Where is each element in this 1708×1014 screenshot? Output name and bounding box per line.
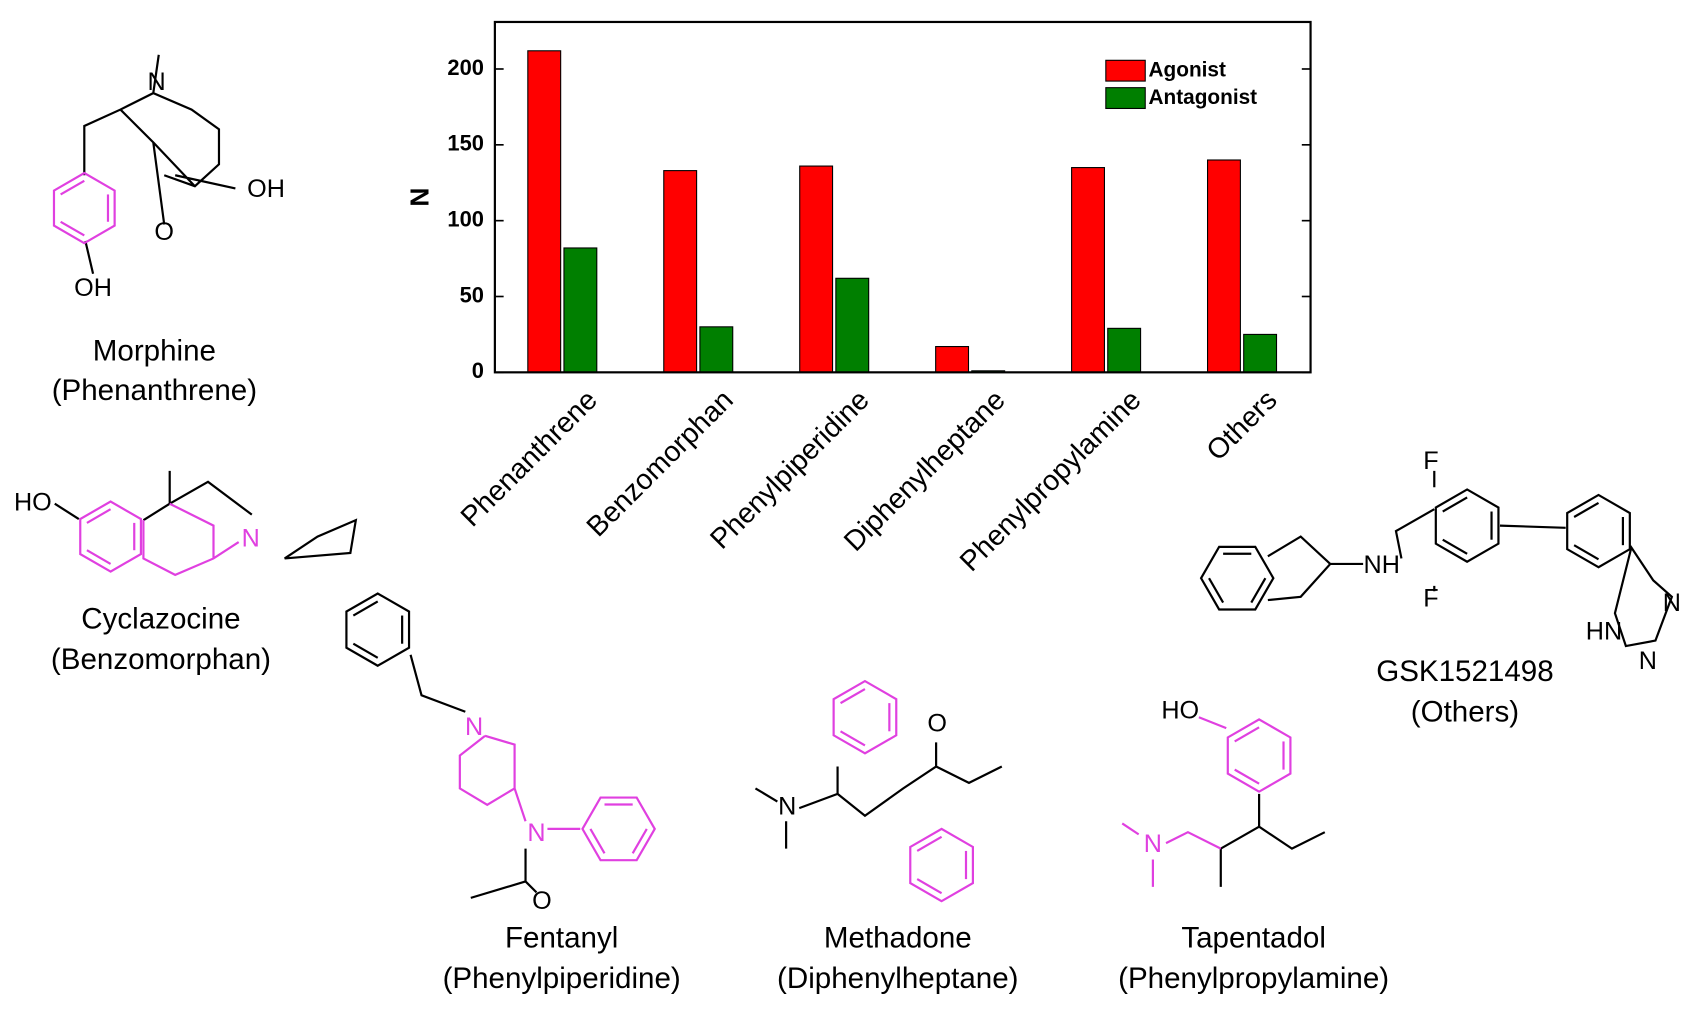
molecule-class: (Phenylpiperidine) xyxy=(443,962,681,995)
bar xyxy=(563,247,598,373)
double-bond xyxy=(60,220,85,237)
atom-label: HN xyxy=(1586,618,1622,646)
bar xyxy=(799,165,834,373)
molecule-class: (Benzomorphan) xyxy=(51,643,271,676)
ring xyxy=(52,171,116,245)
bar xyxy=(527,50,562,373)
molecule-name: Methadone xyxy=(824,921,972,954)
y-tick-label: 0 xyxy=(472,358,484,383)
double-bond xyxy=(1442,538,1468,555)
atom-label: N xyxy=(527,819,545,847)
bond xyxy=(1267,470,1674,648)
x-tick-label: Others xyxy=(1201,384,1284,467)
double-bond xyxy=(839,730,866,747)
double-bond xyxy=(839,688,866,705)
atom-label: O xyxy=(532,887,552,915)
double-bond xyxy=(916,835,943,852)
y-tick-label: 50 xyxy=(460,282,484,307)
bond xyxy=(754,742,1003,849)
double-bond xyxy=(916,878,943,895)
double-bond xyxy=(1442,496,1468,513)
bar xyxy=(1243,333,1278,373)
molecule-name: Fentanyl xyxy=(505,921,618,954)
bond xyxy=(1121,716,1227,887)
legend-swatch xyxy=(1105,87,1146,110)
ring xyxy=(909,827,974,903)
molecule-name: GSK1521498 xyxy=(1376,655,1553,688)
y-tick-label: 150 xyxy=(447,131,484,156)
legend-label: Agonist xyxy=(1149,59,1226,82)
bar xyxy=(1207,159,1241,373)
atom-label: N xyxy=(1144,830,1162,858)
bar xyxy=(835,277,870,373)
atom-label: N xyxy=(465,713,483,741)
molecule-name: Morphine xyxy=(93,334,216,367)
molecule-class: (Phenanthrene) xyxy=(52,374,257,407)
atom-label: OH xyxy=(247,175,285,203)
atom-label: NH xyxy=(1364,551,1400,579)
ring xyxy=(345,592,411,668)
ring xyxy=(1566,493,1631,569)
double-bond xyxy=(631,828,648,854)
bar xyxy=(935,345,970,373)
double-bond xyxy=(352,600,379,617)
double-bond xyxy=(352,642,379,659)
atom-label: OH xyxy=(74,274,112,302)
y-tick-label: 200 xyxy=(447,55,484,80)
molecule-class: (Phenylpropylamine) xyxy=(1118,962,1389,995)
bar xyxy=(1071,167,1105,373)
double-bond xyxy=(1208,577,1225,604)
ring xyxy=(581,796,656,862)
ring xyxy=(1434,488,1500,564)
atom-label: N xyxy=(1663,589,1681,617)
atom-label: F xyxy=(1423,585,1438,613)
plot-frame xyxy=(493,20,1312,374)
legend-swatch xyxy=(1105,59,1146,82)
bar xyxy=(1107,327,1142,373)
x-tick-label: Benzomorphan xyxy=(581,384,740,543)
double-bond xyxy=(1573,544,1600,561)
atom-label: HO xyxy=(1161,696,1199,724)
bond xyxy=(142,502,240,577)
bar xyxy=(699,326,734,373)
y-axis-label: N xyxy=(404,188,434,207)
molecule-name: Tapentadol xyxy=(1181,921,1326,954)
ring xyxy=(1199,545,1275,611)
double-bond xyxy=(1234,726,1260,743)
legend-label: Antagonist xyxy=(1149,86,1258,109)
bond xyxy=(409,654,538,899)
y-tick-label: 100 xyxy=(447,206,484,231)
atom-label: O xyxy=(927,710,947,738)
double-bond xyxy=(1250,577,1267,604)
double-bond xyxy=(60,179,85,196)
molecule-class: (Others) xyxy=(1411,696,1519,729)
double-bond xyxy=(1234,768,1260,785)
x-tick-label: Phenanthrene xyxy=(455,384,604,533)
bond xyxy=(458,734,581,830)
atom-label: N xyxy=(147,68,165,96)
atom-label: O xyxy=(154,218,174,246)
bond xyxy=(1219,793,1326,887)
atom-label: F xyxy=(1423,447,1438,475)
double-bond xyxy=(1573,501,1600,518)
ring xyxy=(832,679,898,755)
ring xyxy=(1226,718,1292,793)
bond xyxy=(83,54,236,275)
atom-label: HO xyxy=(14,488,52,516)
bar xyxy=(663,170,698,373)
double-bond xyxy=(86,508,112,524)
molecule-class: (Diphenylheptane) xyxy=(777,962,1018,995)
double-bond xyxy=(86,549,112,565)
ring xyxy=(79,500,143,573)
atom-label: N xyxy=(242,525,260,553)
structures: N OH O OH Morphine (Phenanthrene) HO N C… xyxy=(14,54,1681,995)
double-bond xyxy=(589,828,606,854)
atom-label: N xyxy=(778,793,796,821)
molecule-name: Cyclazocine xyxy=(81,603,240,636)
atom-label: N xyxy=(1639,647,1657,675)
